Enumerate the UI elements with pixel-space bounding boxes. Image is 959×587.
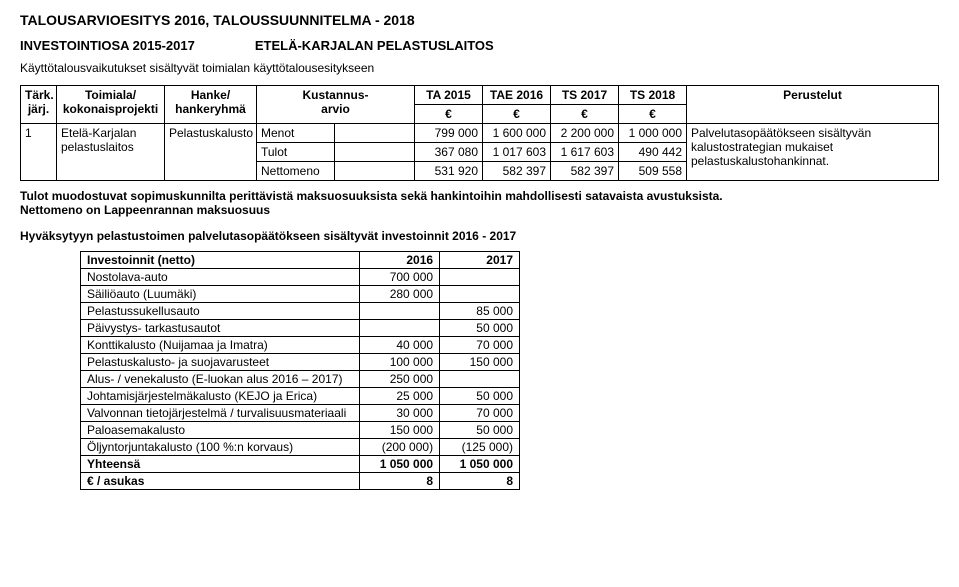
subhead-row: INVESTOINTIOSA 2015-2017 ETELÄ-KARJALAN …	[20, 38, 939, 53]
th-tark: Tärk. järj.	[21, 86, 57, 124]
inv-label: Johtamisjärjestelmäkalusto (KEJO ja Eric…	[81, 388, 360, 405]
cell-menot-label: Menot	[257, 124, 335, 143]
cell-arvio-r2	[335, 143, 415, 162]
inv-label: Valvonnan tietojärjestelmä / turvalisuus…	[81, 405, 360, 422]
cell-r2-v6: 1 617 603	[551, 143, 619, 162]
th-ts2017: TS 2017	[551, 86, 619, 105]
cell-r3-v7: 509 558	[619, 162, 687, 181]
notes-line-1: Tulot muodostuvat sopimuskunnilta peritt…	[20, 189, 939, 203]
inv-v2: 50 000	[440, 422, 520, 439]
inv-v1: 250 000	[360, 371, 440, 388]
inv-th-2: 2017	[440, 252, 520, 269]
inv-v1: 30 000	[360, 405, 440, 422]
cell-hanke: Pelastuskalusto	[165, 124, 257, 181]
inv-label: Konttikalusto (Nuijamaa ja Imatra)	[81, 337, 360, 354]
cell-r2-v7: 490 442	[619, 143, 687, 162]
intro-paragraph: Käyttötalousvaikutukset sisältyvät toimi…	[20, 61, 939, 75]
subhead-2: ETELÄ-KARJALAN PELASTUSLAITOS	[255, 38, 494, 53]
th-eur-5: €	[483, 105, 551, 124]
inv-label: Öljyntorjuntakalusto (100 %:n korvaus)	[81, 439, 360, 456]
th-eur-7: €	[619, 105, 687, 124]
inv-v1	[360, 303, 440, 320]
inv-label: Säiliöauto (Luumäki)	[81, 286, 360, 303]
inv-v1: 25 000	[360, 388, 440, 405]
cell-r2-v4: 367 080	[415, 143, 483, 162]
cell-arvio-r1	[335, 124, 415, 143]
th-ta2015: TA 2015	[415, 86, 483, 105]
inv-label: Alus- / venekalusto (E-luokan alus 2016 …	[81, 371, 360, 388]
cell-r3-v6: 582 397	[551, 162, 619, 181]
th-hanke: Hanke/ hankeryhmä	[165, 86, 257, 124]
inv-v2	[440, 269, 520, 286]
inv-v2: 150 000	[440, 354, 520, 371]
inv-v1: 280 000	[360, 286, 440, 303]
notes-line-2: Nettomeno on Lappeenrannan maksuosuus	[20, 203, 939, 217]
subhead-1: INVESTOINTIOSA 2015-2017	[20, 38, 195, 53]
inv-v1	[360, 320, 440, 337]
inv-v2: 85 000	[440, 303, 520, 320]
cell-r1-v4: 799 000	[415, 124, 483, 143]
cell-r3-v4: 531 920	[415, 162, 483, 181]
main-table: Tärk. järj. Toimiala/ kokonaisprojekti H…	[20, 85, 939, 181]
th-tae2016: TAE 2016	[483, 86, 551, 105]
th-tark-l2: järj.	[25, 102, 52, 116]
th-kustannus: Kustannus- arvio	[257, 86, 415, 124]
page-title: TALOUSARVIOESITYS 2016, TALOUSSUUNNITELM…	[20, 12, 939, 28]
inv-total-v2: 1 050 000	[440, 456, 520, 473]
th-kustannus-l2: arvio	[261, 102, 410, 116]
inv-v2: (125 000)	[440, 439, 520, 456]
cell-r1-v7: 1 000 000	[619, 124, 687, 143]
inv-table: Investoinnit (netto) 2016 2017 Nostolava…	[80, 251, 520, 490]
inv-th-0: Investoinnit (netto)	[81, 252, 360, 269]
inv-label: Paloasemakalusto	[81, 422, 360, 439]
th-toimiala-l2: kokonaisprojekti	[61, 102, 160, 116]
inv-v1: 150 000	[360, 422, 440, 439]
th-toimiala: Toimiala/ kokonaisprojekti	[57, 86, 165, 124]
inv-label: Päivystys- tarkastusautot	[81, 320, 360, 337]
inv-v2	[440, 286, 520, 303]
th-perustelut: Perustelut	[687, 86, 939, 124]
cell-netto-label: Nettomeno	[257, 162, 335, 181]
cell-jarj: 1	[21, 124, 57, 181]
cell-r2-v5: 1 017 603	[483, 143, 551, 162]
inv-perasukas-label: € / asukas	[81, 473, 360, 490]
inv-label: Pelastussukellusauto	[81, 303, 360, 320]
inv-label: Nostolava-auto	[81, 269, 360, 286]
th-toimiala-l1: Toimiala/	[61, 88, 160, 102]
cell-arvio-r3	[335, 162, 415, 181]
cell-toimiala-l2: pelastuslaitos	[61, 140, 160, 154]
inv-th-1: 2016	[360, 252, 440, 269]
inv-total-label: Yhteensä	[81, 456, 360, 473]
th-hanke-l1: Hanke/	[169, 88, 252, 102]
inv-label: Pelastuskalusto- ja suojavarusteet	[81, 354, 360, 371]
th-eur-6: €	[551, 105, 619, 124]
th-ts2018: TS 2018	[619, 86, 687, 105]
notes-block: Tulot muodostuvat sopimuskunnilta peritt…	[20, 189, 939, 217]
inv-v2	[440, 371, 520, 388]
inv-v1: 700 000	[360, 269, 440, 286]
inv-total-v1: 1 050 000	[360, 456, 440, 473]
inv-v2: 50 000	[440, 320, 520, 337]
inv-perasukas-v1: 8	[360, 473, 440, 490]
th-kustannus-l1: Kustannus-	[261, 88, 410, 102]
inv-perasukas-v2: 8	[440, 473, 520, 490]
inv-v1: (200 000)	[360, 439, 440, 456]
th-eur-4: €	[415, 105, 483, 124]
cell-toimiala-l1: Etelä-Karjalan	[61, 126, 160, 140]
cell-r1-v6: 2 200 000	[551, 124, 619, 143]
th-tark-l1: Tärk.	[25, 88, 52, 102]
cell-r1-v5: 1 600 000	[483, 124, 551, 143]
cell-tulot-label: Tulot	[257, 143, 335, 162]
inv-v2: 70 000	[440, 337, 520, 354]
cell-toimiala: Etelä-Karjalan pelastuslaitos	[57, 124, 165, 181]
inv-v1: 40 000	[360, 337, 440, 354]
th-hanke-l2: hankeryhmä	[169, 102, 252, 116]
inv-v2: 70 000	[440, 405, 520, 422]
inv-v2: 50 000	[440, 388, 520, 405]
cell-perustelut: Palvelutasopäätökseen sisältyvän kalusto…	[687, 124, 939, 181]
inv-v1: 100 000	[360, 354, 440, 371]
subheading: Hyväksytyyn pelastustoimen palvelutasopä…	[20, 229, 939, 243]
cell-r3-v5: 582 397	[483, 162, 551, 181]
